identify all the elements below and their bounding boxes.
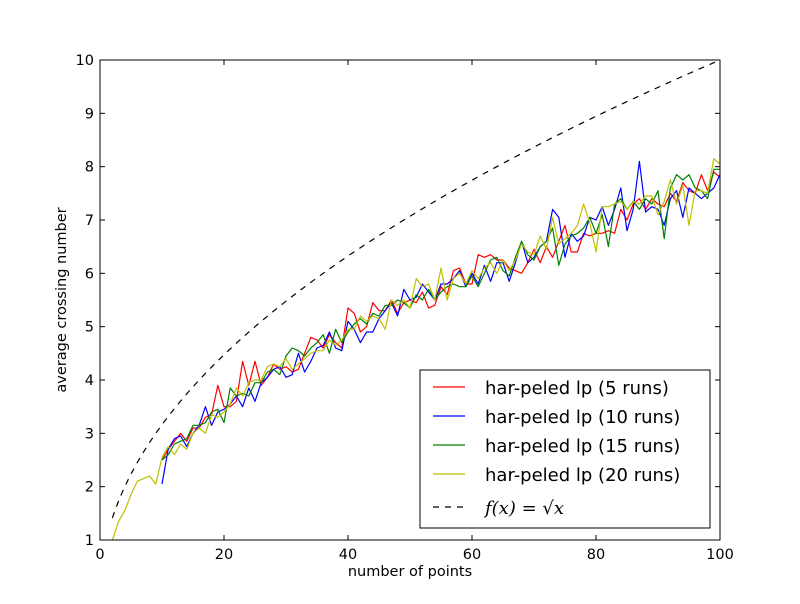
legend-label-10-runs: har-peled lp (10 runs) [485,407,680,428]
y-tick-label: 3 [85,426,94,442]
y-tick-label: 7 [85,213,94,229]
x-axis-label: number of points [348,564,472,580]
y-tick-label: 2 [85,480,94,496]
x-tick-label: 20 [215,547,233,563]
y-tick-label: 5 [85,320,94,336]
series-line-1 [161,171,721,461]
legend-label-sqrt: f(x) = √x [483,498,564,519]
series-layer [111,59,721,541]
y-tick-label: 1 [85,533,94,549]
legend-label-20-runs: har-peled lp (20 runs) [485,465,680,486]
plot-frame [99,59,721,541]
x-tick-label: 80 [587,547,605,563]
x-tick-label: 40 [339,547,357,563]
y-tick-label: 8 [85,160,94,176]
legend-box [419,369,711,529]
tick-layer: 0 20 40 60 80 100 1 2 3 4 5 6 7 8 9 10 [76,53,734,563]
x-tick-label: 0 [95,547,104,563]
x-tick-label: 60 [463,547,481,563]
legend-label-15-runs: har-peled lp (15 runs) [485,436,680,457]
legend-label-5-runs: har-peled lp (5 runs) [485,378,669,399]
x-tick-label: 100 [706,547,734,563]
sqrt-reference-line [111,59,721,519]
y-tick-label: 9 [85,106,94,122]
series-line-4 [111,158,721,541]
y-tick-label: 10 [76,53,94,69]
series-line-2 [161,160,721,485]
legend: har-peled lp (5 runs) har-peled lp (10 r… [419,369,711,529]
y-tick-label: 4 [85,373,94,389]
y-tick-label: 6 [85,266,94,282]
y-axis-label: average crossing number [54,207,70,392]
